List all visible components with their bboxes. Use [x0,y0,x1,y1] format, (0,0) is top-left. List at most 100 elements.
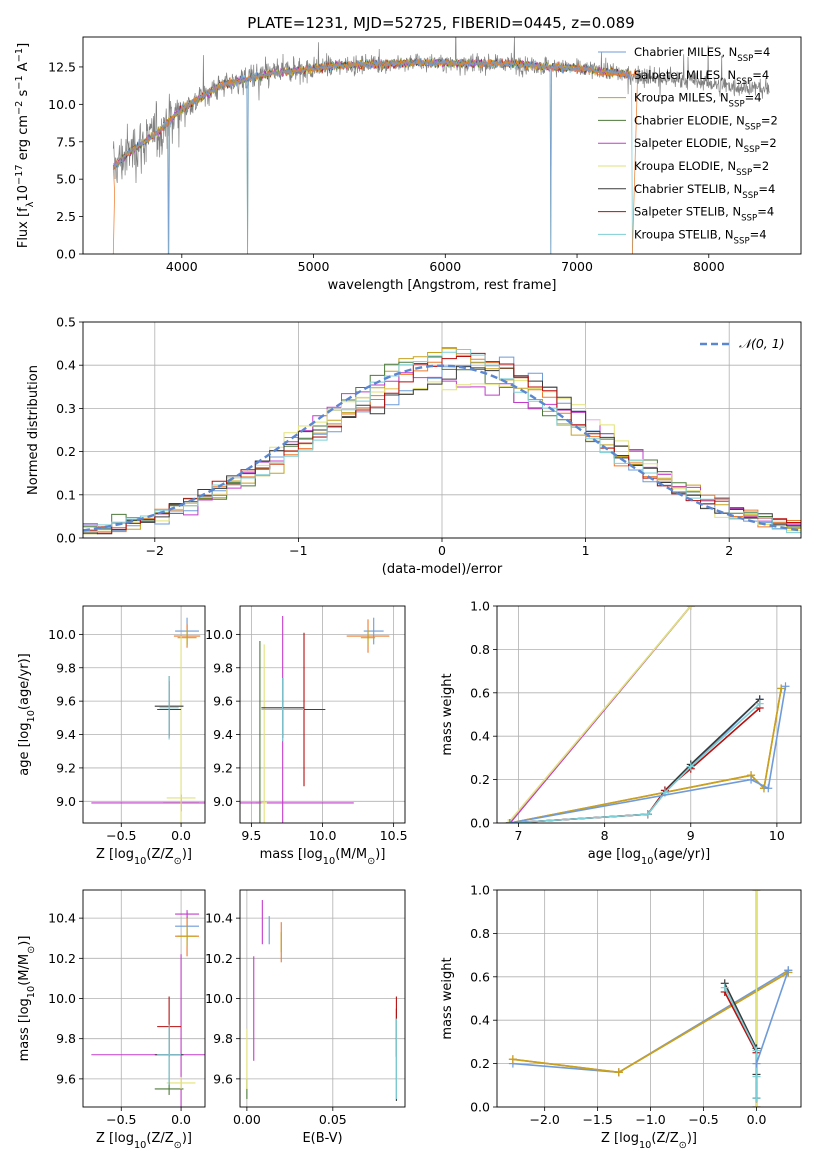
y-tick-label: 0.5 [56,315,76,330]
plus-marker [747,775,756,784]
y-tick-label: 0.4 [470,729,490,744]
mass-weight-series [505,695,764,823]
x-tick-label: 10 [769,828,785,843]
legend-entry: Kroupa ELODIE, NSSP=2 [634,159,769,178]
plot-area [91,910,205,1107]
y-tick-label: 10.4 [205,911,233,926]
model-spectrum [112,58,631,169]
plot-area [83,347,801,535]
axes-frame [82,605,206,824]
x-axis-label: E(B-V) [302,1131,342,1146]
grid [240,890,405,1107]
y-tick-label: 0.6 [470,969,490,984]
x-tick-label: 0.05 [319,1112,347,1127]
error-bar-point [175,910,200,919]
y-tick-label: 10.0 [48,991,76,1006]
plus-marker [505,819,514,823]
x-tick-label: 5000 [298,259,330,274]
mass-weight-series [505,699,764,823]
axes-frame [496,605,802,824]
axes-frame [82,36,802,255]
plus-marker [752,1103,761,1107]
residual-histogram [83,365,801,535]
mass-weight-series [752,966,793,1068]
y-tick-label: 10.4 [48,911,76,926]
y-tick-label: 0.0 [56,531,76,546]
model-spectrum [112,57,639,254]
y-tick-label: 7.5 [56,134,76,149]
x-tick-label: 4000 [166,259,198,274]
x-tick-label: 7 [515,828,523,843]
y-tick-label: 0.4 [56,358,76,373]
axes-frame [239,889,406,1108]
legend-entry: Chabrier ELODIE, NSSP=2 [634,113,778,132]
axes-frame [496,889,802,1108]
y-tick-label: 9.4 [213,727,233,742]
x-axis-label: mass [log10(M/M⊙)] [260,847,386,867]
x-tick-label: 10.0 [309,828,337,843]
error-bar-point [166,636,196,823]
normal-curve [83,364,801,532]
x-axis-label: wavelength [Angstrom, rest frame] [328,278,557,293]
x-tick-label: 0.00 [233,1112,261,1127]
residual-histogram [83,349,801,534]
plot-area [246,900,397,1101]
error-bar-point [157,1024,182,1085]
y-tick-label: 0.8 [470,926,490,941]
x-tick-label: −2.0 [529,1112,559,1127]
y-tick-label: 0.0 [470,816,490,831]
x-tick-label: 7000 [561,259,593,274]
plus-marker [686,762,695,771]
y-tick-label: 10.0 [205,991,233,1006]
model-spectrum [112,57,631,170]
plot-area [504,606,790,823]
mass-weight-series [720,979,761,1103]
y-tick-label: 9.8 [213,1031,233,1046]
x-axis-label: Z [log10(Z/Z⊙)] [601,1131,697,1151]
plot-area [91,617,205,823]
y-tick-label: 9.2 [56,760,76,775]
mass-weight-series [505,695,764,823]
y-tick-label: 9.8 [56,660,76,675]
error-bar-point [159,676,179,740]
y-tick-label: 0.4 [470,1013,490,1028]
y-axis-label: age [log10(age/yr)] [17,653,37,776]
figure-title: PLATE=1231, MJD=52725, FIBERID=0445, z=0… [247,14,634,32]
x-axis-label: Z [log10(Z/Z⊙)] [96,847,192,867]
axes-frame [82,321,802,539]
plus-marker [614,1068,623,1077]
plot-area [240,616,390,823]
y-tick-label: 9.6 [213,694,233,709]
x-axis-label: age [log10(age/yr)] [588,847,711,867]
y-tick-label: 9.4 [56,727,76,742]
x-tick-label: 8 [601,828,609,843]
plus-marker [686,606,695,610]
mass-weight-series [505,684,786,823]
y-axis-label: mass weight [440,957,455,1039]
y-axis-label: mass [log10(M/M⊙)] [17,936,37,1062]
legend-entry: Salpeter ELODIE, NSSP=2 [634,136,777,155]
grid [240,606,405,823]
x-tick-label: −1 [289,543,307,558]
y-tick-label: 10.2 [48,951,76,966]
x-tick-label: 0.0 [171,828,191,843]
x-tick-label: 0 [438,543,446,558]
y-tick-label: 10.0 [48,627,76,642]
residual-histogram-panel: −2 −1 0 1 2 0.0 0.1 0.2 0.3 0.4 0.5 (data-model)/er… [26,315,802,577]
y-axis-label: Flux [fλ10−17 erg cm−2 s−1 A−1] [14,43,36,248]
mass-vs-metallicity-panel: −0.5 0.0 9.6 9.8 10.0 10.2 10.4 Z [log10(Z/Z⊙)]… [17,889,206,1151]
error-bar-point [363,617,384,645]
model-spectrum [112,57,631,254]
x-tick-label: 9 [687,828,695,843]
x-tick-label: 1 [582,543,590,558]
x-tick-label: 10.5 [380,828,408,843]
error-bar-point [261,644,268,823]
x-tick-label: −0.5 [688,1112,718,1127]
legend-entry: 𝒩(0, 1) [739,336,785,351]
x-tick-label: 0.0 [171,1112,191,1127]
mass-weight-vs-metallicity-panel: −2.0 −1.5 −1.0 −0.5 0.0 0.0 0.2 0.4 0.6 0.8 1.0 Z [… [440,883,802,1151]
spectrum-panel: 4000 5000 6000 7000 8000 0.0 2.5 5.0 7.5 10.0 12.5… [14,36,802,293]
plus-marker [752,1072,761,1081]
plus-marker [781,682,790,691]
y-tick-label: 9.6 [213,1071,233,1086]
